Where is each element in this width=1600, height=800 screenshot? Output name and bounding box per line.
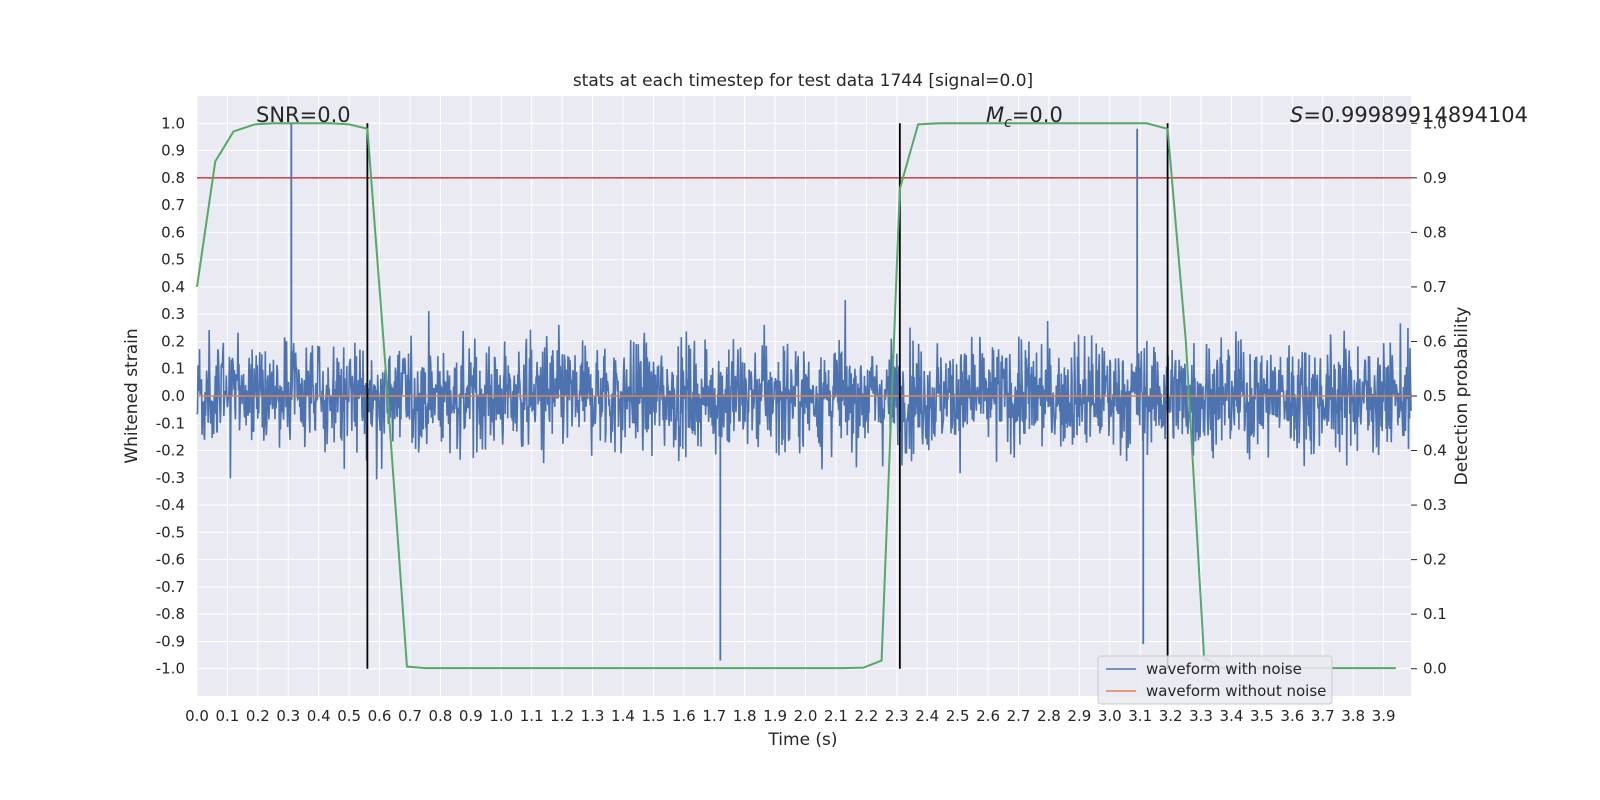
y2-tick-label: 0.9	[1423, 169, 1447, 187]
x-tick-label: 3.8	[1341, 707, 1365, 725]
x-axis-ticks: 0.0 0.1 0.2 0.3 0.4 0.5 0.6 0.7 0.8 0.9 1.0 1.1 1.2 1…	[185, 707, 1395, 725]
chirp-mass-annotation: Mc=0.0	[986, 103, 1063, 131]
y2-tick-label: 0.4	[1423, 442, 1447, 460]
legend-label-waveform-with-noise: waveform with noise	[1146, 660, 1302, 678]
y-tick-label: 1.0	[161, 114, 185, 132]
legend-label-waveform-without-noise: waveform without noise	[1146, 682, 1326, 700]
chirp-mass-value: =0.0	[1012, 103, 1063, 127]
x-tick-label: 2.8	[1037, 707, 1061, 725]
x-tick-label: 0.6	[368, 707, 392, 725]
x-tick-label: 0.9	[459, 707, 483, 725]
y-tick-label: -0.7	[156, 578, 185, 596]
x-tick-label: 1.0	[489, 707, 513, 725]
x-tick-label: 3.7	[1311, 707, 1335, 725]
y2-tick-label: 1.0	[1423, 114, 1447, 132]
x-tick-label: 2.2	[854, 707, 878, 725]
y2-tick-label: 0.2	[1423, 551, 1447, 569]
y-tick-label: 0.5	[161, 251, 185, 269]
y2-tick-label: 0.8	[1423, 223, 1447, 241]
noise-trace	[196, 300, 1412, 480]
y-tick-label: -0.3	[156, 469, 185, 487]
y-tick-label: 0.7	[161, 196, 185, 214]
x-tick-label: 0.3	[276, 707, 300, 725]
x-tick-label: 3.6	[1280, 707, 1304, 725]
score-value: =0.99989914894104	[1303, 103, 1528, 127]
x-tick-label: 0.4	[307, 707, 331, 725]
x-tick-label: 0.5	[337, 707, 361, 725]
y-tick-label: -0.9	[156, 632, 185, 650]
x-tick-label: 1.4	[611, 707, 635, 725]
y-tick-label: 0.1	[161, 360, 185, 378]
legend: waveform with noise waveform without noi…	[1097, 655, 1333, 705]
x-tick-label: 3.2	[1159, 707, 1183, 725]
x-tick-label: 1.5	[641, 707, 665, 725]
y-tick-label: 0.0	[161, 387, 185, 405]
y-tick-label: 0.6	[161, 223, 185, 241]
y2-axis-label: Detection probability	[1452, 307, 1472, 486]
y2-tick-label: 0.7	[1423, 278, 1447, 296]
score-annotation: S=0.99989914894104	[1290, 103, 1528, 127]
x-tick-label: 0.8	[428, 707, 452, 725]
x-tick-label: 3.4	[1220, 707, 1244, 725]
x-tick-label: 1.3	[581, 707, 605, 725]
x-tick-label: 0.2	[246, 707, 270, 725]
x-tick-label: 1.2	[550, 707, 574, 725]
x-tick-label: 0.1	[215, 707, 239, 725]
x-tick-label: 0.7	[398, 707, 422, 725]
y-tick-label: -0.6	[156, 551, 185, 569]
x-tick-label: 2.6	[976, 707, 1000, 725]
score-symbol: S	[1290, 103, 1303, 127]
y-tick-label: 0.4	[161, 278, 185, 296]
x-tick-label: 2.4	[915, 707, 939, 725]
x-tick-label: 2.3	[885, 707, 909, 725]
y-axis-ticks: 1.0 0.9 0.8 0.7 0.6 0.5 0.4 0.3 0.2 0.1 0.0 -0.1 -0.…	[156, 114, 185, 677]
x-tick-label: 1.8	[733, 707, 757, 725]
x-tick-label: 3.0	[1098, 707, 1122, 725]
y-tick-label: -0.5	[156, 523, 185, 541]
x-tick-label: 1.6	[672, 707, 696, 725]
x-tick-label: 2.1	[824, 707, 848, 725]
y-tick-label: -0.8	[156, 605, 185, 623]
y-tick-label: -0.4	[156, 496, 185, 514]
x-tick-label: 2.5	[946, 707, 970, 725]
y-tick-label: 0.3	[161, 305, 185, 323]
series-waveform-with-noise	[196, 123, 1412, 661]
y2-tick-label: 0.0	[1423, 660, 1447, 678]
legend-box	[1097, 655, 1333, 705]
y2-axis-ticks: 1.0 0.9 0.8 0.7 0.6 0.5 0.4 0.3 0.2 0.1 0.0	[1411, 114, 1447, 678]
x-tick-label: 1.7	[702, 707, 726, 725]
y2-tick-label: 0.5	[1423, 387, 1447, 405]
x-tick-label: 3.3	[1189, 707, 1213, 725]
x-tick-label: 2.0	[794, 707, 818, 725]
y-tick-label: -0.1	[156, 414, 185, 432]
chart-title: stats at each timestep for test data 174…	[573, 71, 1033, 91]
y-tick-label: 0.9	[161, 142, 185, 160]
x-axis-label: Time (s)	[767, 730, 837, 750]
y-axis-label: Whitened strain	[122, 328, 142, 463]
x-tick-label: 1.9	[763, 707, 787, 725]
series-detection-probability	[196, 122, 1396, 670]
snr-annotation: SNR=0.0	[256, 103, 351, 127]
probability-trace	[196, 122, 1396, 670]
y-tick-label: -1.0	[156, 660, 185, 678]
x-tick-label: 1.1	[520, 707, 544, 725]
x-tick-label: 2.7	[1007, 707, 1031, 725]
y2-tick-label: 0.3	[1423, 496, 1447, 514]
chirp-mass-symbol: M	[986, 103, 1004, 127]
y2-tick-label: 0.1	[1423, 605, 1447, 623]
y-tick-label: -0.2	[156, 442, 185, 460]
x-tick-label: 3.9	[1372, 707, 1396, 725]
y-tick-label: 0.2	[161, 332, 185, 350]
chirp-mass-subscript: c	[1004, 115, 1012, 131]
x-tick-label: 2.9	[1067, 707, 1091, 725]
y2-tick-label: 0.6	[1423, 332, 1447, 350]
x-tick-label: 0.0	[185, 707, 209, 725]
x-tick-label: 3.5	[1250, 707, 1274, 725]
y-tick-label: 0.8	[161, 169, 185, 187]
x-tick-label: 3.1	[1128, 707, 1152, 725]
